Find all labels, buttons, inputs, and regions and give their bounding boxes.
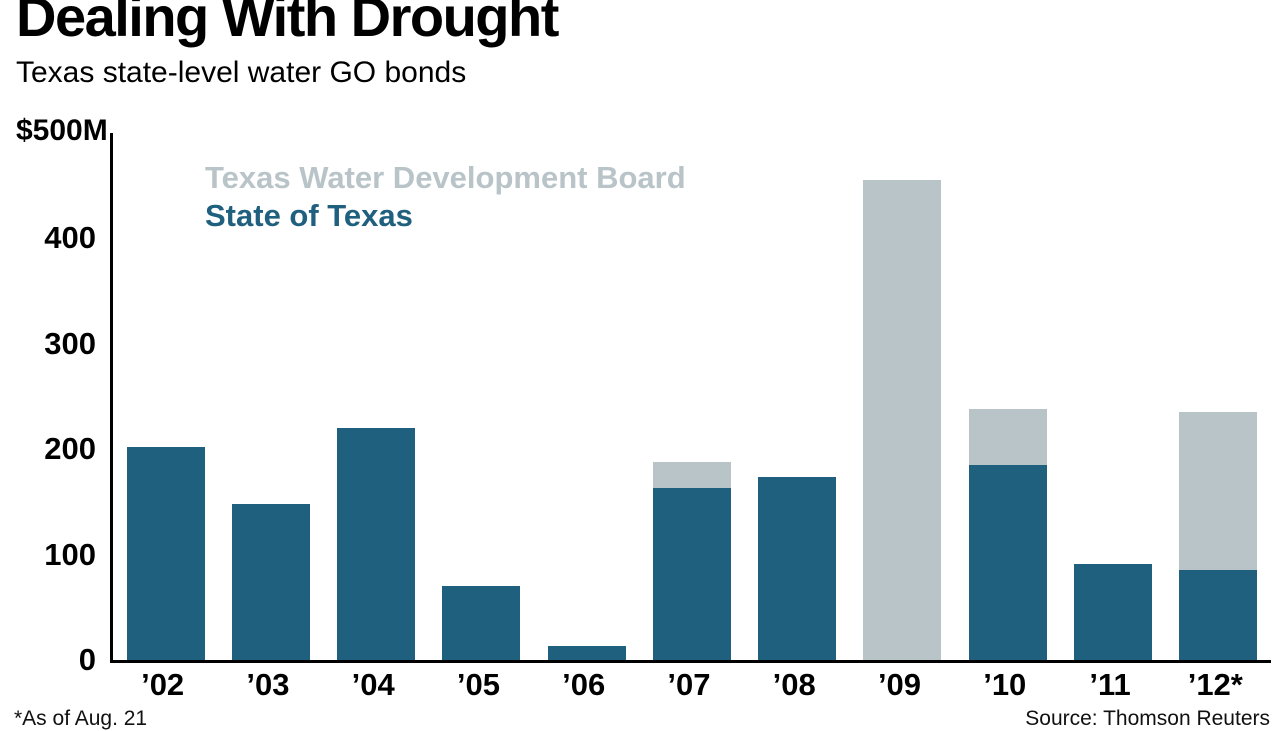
legend-item-state-of-texas: State of Texas [205, 198, 413, 233]
bar-group [113, 133, 218, 660]
plot-area [110, 133, 1271, 663]
x-tick-label: ’11 [1089, 667, 1131, 702]
y-tick-label: 200 [44, 431, 96, 467]
bar-group [324, 133, 429, 660]
bar-segment-state-of-texas [652, 488, 731, 660]
y-tick-label: 400 [44, 220, 96, 256]
bar [968, 409, 1047, 660]
x-tick-label: ’03 [246, 667, 290, 702]
bar [126, 447, 205, 660]
y-tick-label: 100 [44, 536, 96, 572]
bar-segment-state-of-texas [126, 447, 205, 660]
source-credit: Source: Thomson Reuters [1025, 707, 1270, 730]
y-axis-top-label: $500M [16, 114, 108, 147]
bar [1074, 564, 1153, 660]
bar-segment-state-of-texas [1179, 570, 1258, 660]
bar [337, 428, 416, 660]
bar [1179, 412, 1258, 660]
bar-group [218, 133, 323, 660]
bar-segment-state-of-texas [968, 465, 1047, 660]
bar-segment-state-of-texas [337, 428, 416, 660]
footnote: *As of Aug. 21 [14, 707, 148, 730]
bar [863, 180, 942, 660]
x-tick-label: ’04 [351, 667, 395, 702]
bar-segment-state-of-texas [547, 646, 626, 660]
x-tick-label: ’12* [1187, 667, 1243, 702]
bar-group [850, 133, 955, 660]
legend-item-water-development-board: Texas Water Development Board [205, 160, 686, 195]
bar-group [1060, 133, 1165, 660]
x-tick-label: ’09 [877, 667, 922, 702]
x-axis: ’02 ’03 ’04 ’05 ’06 ’07 ’08 ’09 ’10 ’11 ’12* [110, 667, 1268, 703]
bar-segment-water-development-board [968, 409, 1047, 466]
x-tick-label: ’05 [456, 667, 500, 702]
bar-segment-water-development-board [1179, 412, 1258, 571]
bar-segment-state-of-texas [1074, 564, 1153, 660]
bar-group [745, 133, 850, 660]
y-axis: 400 300 200 100 0 [0, 133, 96, 677]
x-tick-label: ’02 [141, 667, 185, 702]
chart-subtitle: Texas state-level water GO bonds [16, 56, 467, 89]
x-tick-label: ’07 [667, 667, 711, 702]
legend: Texas Water Development Board State of T… [205, 159, 686, 235]
bar [231, 504, 310, 660]
bar-segment-water-development-board [652, 461, 731, 489]
chart-title: Dealing With Drought [16, 0, 559, 48]
bar-group [429, 133, 534, 660]
x-tick-label: ’08 [772, 667, 816, 702]
bar [442, 586, 521, 660]
bar [547, 646, 626, 660]
y-tick-label: 0 [78, 642, 96, 677]
bar-group [1166, 133, 1271, 660]
bar [652, 461, 731, 660]
x-tick-label: ’06 [562, 667, 606, 702]
bar-group [955, 133, 1060, 660]
bar-segment-state-of-texas [758, 476, 837, 660]
y-tick-label: 300 [44, 325, 96, 361]
bar-segment-state-of-texas [231, 504, 310, 660]
bar-group [639, 133, 744, 660]
bar-segment-state-of-texas [442, 586, 521, 660]
bar-segment-water-development-board [863, 180, 942, 660]
x-tick-label: ’10 [983, 667, 1027, 702]
bar-group [534, 133, 639, 660]
bar [758, 476, 837, 660]
